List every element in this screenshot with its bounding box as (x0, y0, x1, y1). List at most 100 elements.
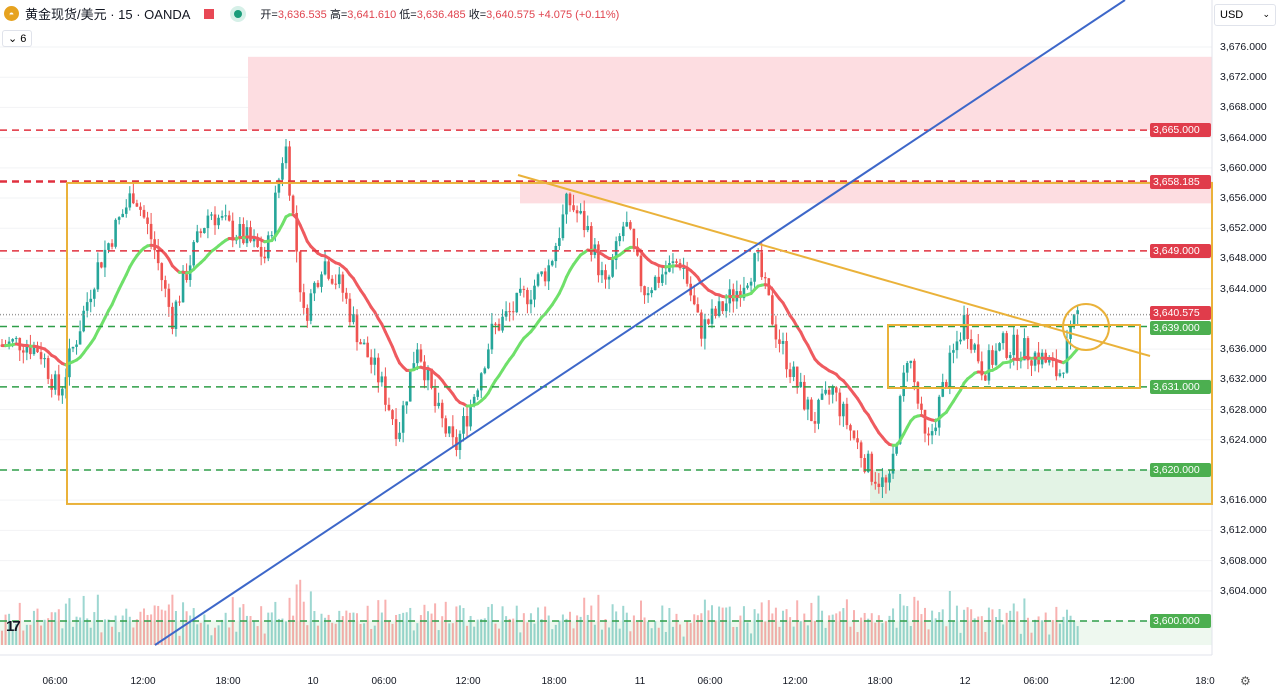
volume-bar (111, 626, 114, 645)
candle (682, 267, 685, 269)
candle (36, 345, 39, 353)
volume-bar (462, 608, 465, 645)
range-box (66, 181, 1213, 505)
candle (881, 477, 884, 488)
candle (401, 405, 405, 433)
candle (320, 274, 323, 287)
price-tick: 3,628.000 (1220, 403, 1267, 416)
candle (71, 346, 75, 349)
candle (721, 301, 724, 312)
volume-bar (11, 629, 14, 645)
candle (309, 293, 313, 321)
candle (550, 261, 554, 266)
candle (448, 426, 451, 434)
volume-bar (654, 621, 657, 645)
candle (192, 242, 195, 266)
indicators-toggle[interactable]: ⌄ 6 (2, 30, 33, 47)
candle (650, 290, 653, 294)
change: +4.075 (+0.11%) (538, 8, 620, 21)
volume-bar (828, 615, 831, 645)
candle (220, 216, 224, 218)
time-tick: 06:00 (697, 676, 723, 687)
volume-bar (377, 600, 380, 645)
volume-bar (533, 623, 536, 645)
candle (590, 226, 593, 255)
candle (128, 193, 132, 208)
candle (231, 220, 235, 241)
candle (284, 146, 288, 164)
price-tick: 3,608.000 (1220, 554, 1267, 567)
symbol-title[interactable]: 黄金现货/美元 · 15 · OANDA (25, 7, 191, 22)
volume-bar (206, 624, 209, 645)
volume-bar (412, 630, 415, 645)
volume-bar (735, 626, 738, 645)
volume-bar (966, 607, 969, 645)
low-value: 3,636.485 (416, 8, 466, 21)
candle (50, 378, 53, 390)
candle (934, 427, 937, 432)
volume-bar (402, 612, 405, 645)
candle (941, 382, 945, 397)
candle (327, 261, 330, 279)
flag-icon[interactable] (204, 8, 215, 19)
tradingview-logo[interactable]: 17 (6, 618, 21, 635)
candle (210, 214, 213, 216)
settings-icon[interactable]: ⚙ (1240, 674, 1251, 688)
volume-bar (615, 611, 618, 645)
volume-bar (434, 603, 437, 645)
volume-bar (430, 613, 433, 645)
candle (813, 421, 817, 424)
candle (607, 276, 611, 280)
volume-bar (253, 620, 256, 645)
candle (984, 375, 987, 381)
volume-bar (629, 631, 632, 645)
candle (380, 376, 384, 383)
candle (316, 282, 320, 287)
volume-bar (554, 624, 557, 645)
candle (817, 399, 820, 424)
volume-bar (416, 623, 419, 645)
price-tick: 3,644.000 (1220, 282, 1267, 295)
volume-bar (22, 630, 25, 645)
volume-bar (661, 605, 664, 645)
candle (89, 298, 93, 303)
price-tick: 3,672.000 (1220, 71, 1267, 84)
volume-bar (767, 600, 770, 645)
candle (298, 251, 302, 293)
candle (969, 339, 973, 350)
candle (923, 409, 927, 434)
volume-bar (494, 623, 497, 645)
volume-bar (1051, 619, 1054, 645)
candle (561, 214, 565, 239)
candle (1012, 334, 1016, 356)
volume-bar (771, 613, 774, 645)
volume-bar (93, 612, 96, 645)
candle (604, 270, 607, 280)
candle (405, 401, 408, 406)
candle (256, 237, 259, 247)
consolidation-box (887, 324, 1141, 389)
volume-bar (309, 591, 312, 645)
candle (398, 432, 401, 440)
volume-bar (419, 615, 422, 645)
volume-bar (611, 604, 614, 645)
volume-bar (803, 613, 806, 645)
volume-bar (955, 605, 958, 645)
volume-bar (643, 617, 646, 645)
candle (685, 267, 689, 284)
candle (1016, 334, 1019, 361)
volume-bar (682, 636, 685, 645)
volume-bar (842, 608, 845, 645)
candle (834, 387, 838, 393)
volume-bar (15, 623, 18, 645)
volume-bar (590, 605, 593, 645)
volume-bar (132, 627, 135, 645)
volume-bar (480, 618, 483, 645)
volume-bar (214, 627, 216, 645)
currency-select[interactable]: USD ⌄ (1214, 4, 1276, 26)
candle (139, 206, 142, 210)
volume-bar (920, 614, 923, 645)
candle (78, 331, 82, 345)
volume-bar (196, 624, 199, 645)
